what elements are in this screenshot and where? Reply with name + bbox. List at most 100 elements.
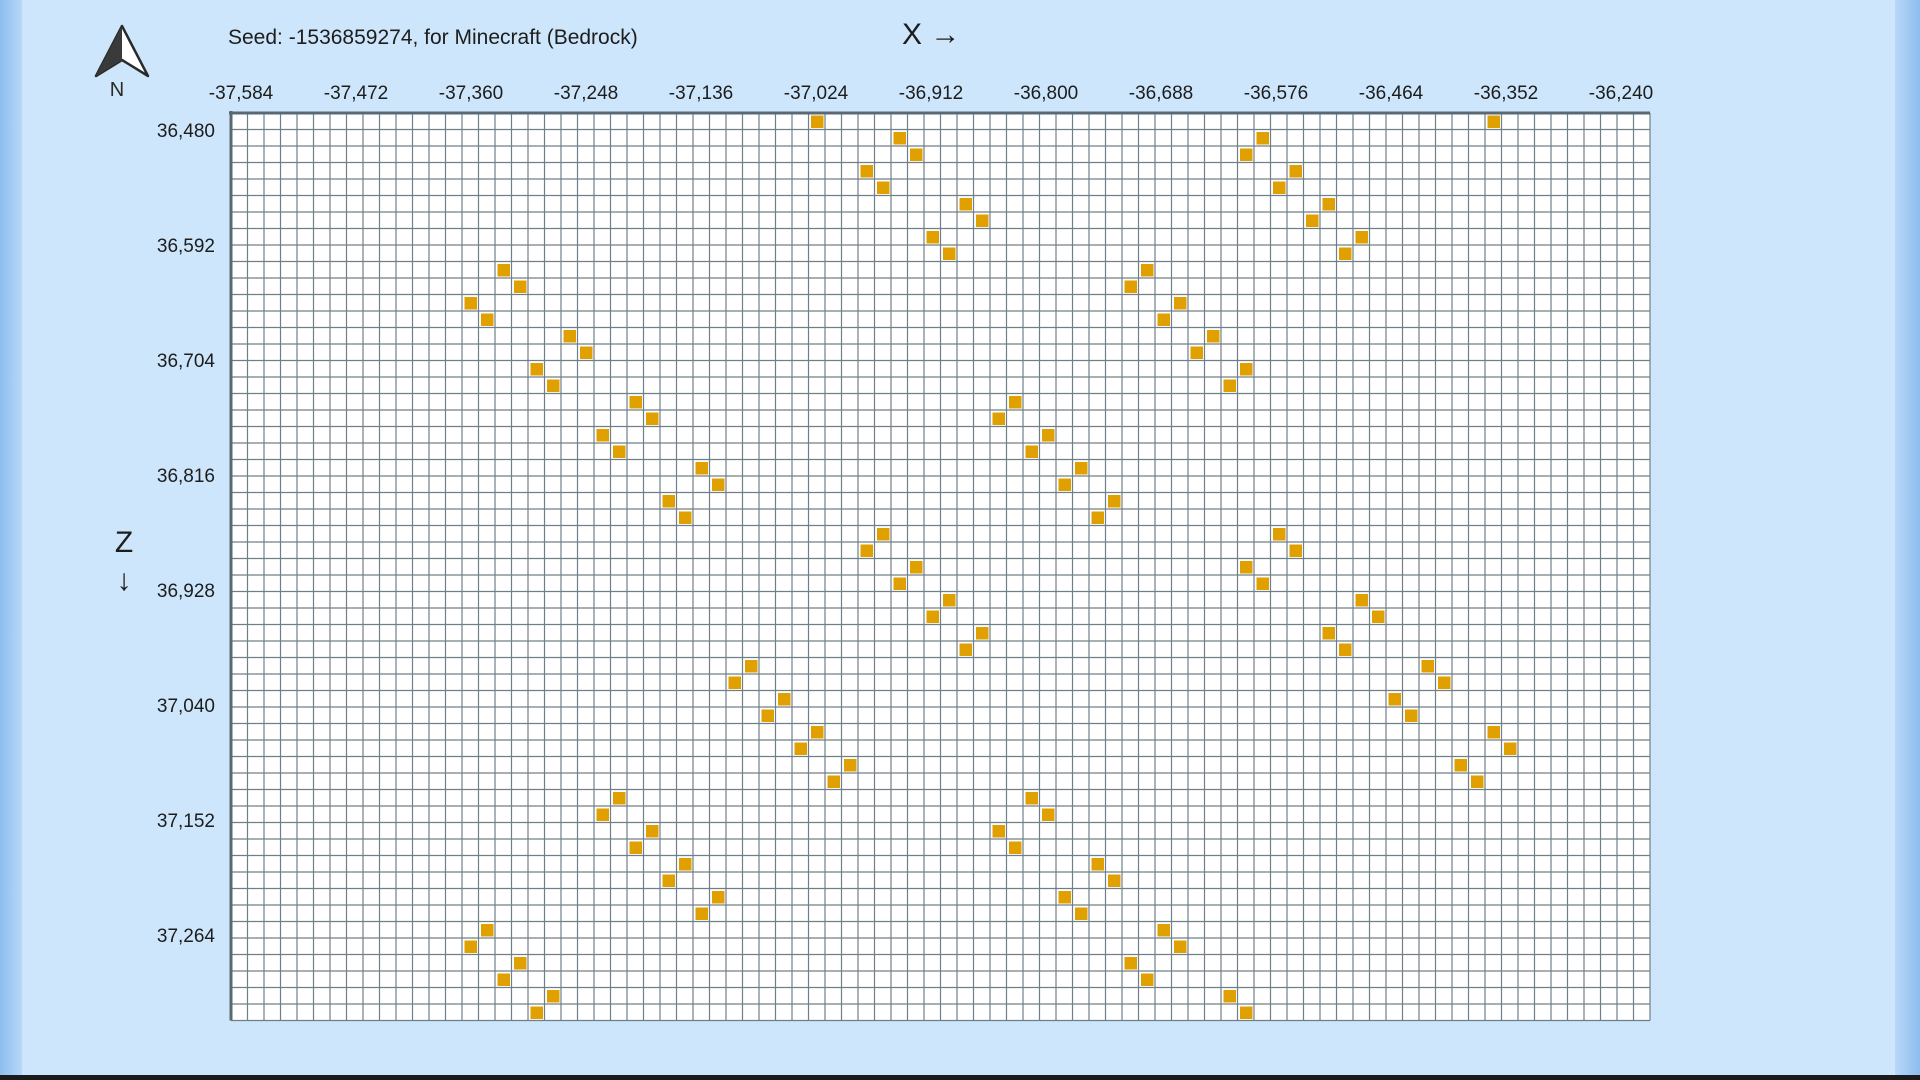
structure-marker[interactable] — [1240, 561, 1253, 574]
structure-marker[interactable] — [481, 924, 494, 937]
structure-marker[interactable] — [1322, 198, 1336, 211]
structure-marker[interactable] — [1289, 544, 1303, 558]
structure-marker[interactable] — [662, 495, 676, 508]
structure-marker[interactable] — [1075, 907, 1088, 921]
structure-marker[interactable] — [877, 528, 890, 541]
structure-marker[interactable] — [1339, 643, 1352, 657]
structure-marker[interactable] — [860, 544, 874, 558]
structure-marker[interactable] — [778, 693, 791, 706]
structure-marker[interactable] — [1091, 858, 1105, 871]
structure-marker[interactable] — [712, 478, 725, 492]
structure-marker[interactable] — [1372, 610, 1385, 624]
structure-marker[interactable] — [943, 247, 956, 261]
structure-marker[interactable] — [662, 874, 676, 888]
structure-marker[interactable] — [514, 280, 527, 294]
structure-marker[interactable] — [464, 940, 478, 954]
structure-marker[interactable] — [1207, 330, 1220, 343]
structure-marker[interactable] — [580, 346, 593, 360]
structure-marker[interactable] — [1256, 577, 1270, 591]
structure-marker[interactable] — [926, 231, 940, 244]
structure-marker[interactable] — [1190, 346, 1204, 360]
structure-marker[interactable] — [811, 726, 824, 739]
structure-marker[interactable] — [1421, 660, 1435, 673]
structure-marker[interactable] — [1273, 181, 1286, 195]
structure-marker[interactable] — [547, 379, 560, 393]
structure-marker[interactable] — [1339, 247, 1352, 261]
structure-marker[interactable] — [530, 363, 544, 376]
structure-marker[interactable] — [827, 775, 841, 789]
structure-marker[interactable] — [844, 759, 857, 772]
structure-marker[interactable] — [1091, 511, 1105, 525]
structure-marker[interactable] — [646, 825, 659, 838]
structure-marker[interactable] — [695, 462, 709, 475]
structure-marker[interactable] — [1487, 726, 1501, 739]
structure-marker[interactable] — [629, 841, 643, 855]
structure-marker[interactable] — [1124, 280, 1138, 294]
structure-marker[interactable] — [1223, 379, 1237, 393]
structure-marker[interactable] — [1075, 462, 1088, 475]
structure-marker[interactable] — [464, 297, 478, 310]
structure-marker[interactable] — [1058, 478, 1072, 492]
structure-marker[interactable] — [926, 610, 940, 624]
structure-marker[interactable] — [1009, 396, 1022, 409]
structure-marker[interactable] — [1157, 313, 1171, 327]
structure-marker[interactable] — [547, 990, 560, 1003]
structure-marker[interactable] — [497, 973, 511, 987]
structure-marker[interactable] — [1058, 891, 1072, 904]
structure-marker[interactable] — [1471, 775, 1484, 789]
structure-markers[interactable] — [464, 115, 1517, 1020]
structure-marker[interactable] — [1487, 115, 1501, 129]
structure-marker[interactable] — [1174, 940, 1187, 954]
structure-marker[interactable] — [1174, 297, 1187, 310]
structure-marker[interactable] — [1108, 495, 1121, 508]
structure-marker[interactable] — [1042, 429, 1055, 442]
structure-marker[interactable] — [1504, 742, 1517, 756]
structure-marker[interactable] — [1454, 759, 1468, 772]
structure-marker[interactable] — [1355, 231, 1369, 244]
structure-marker[interactable] — [563, 330, 577, 343]
structure-marker[interactable] — [1405, 709, 1418, 723]
structure-marker[interactable] — [1157, 924, 1171, 937]
structure-marker[interactable] — [1355, 594, 1369, 607]
structure-marker[interactable] — [679, 511, 692, 525]
structure-marker[interactable] — [1240, 1006, 1253, 1020]
structure-marker[interactable] — [629, 396, 643, 409]
structure-marker[interactable] — [1322, 627, 1336, 640]
structure-marker[interactable] — [992, 412, 1006, 426]
structure-marker[interactable] — [712, 891, 725, 904]
structure-marker[interactable] — [1141, 973, 1154, 987]
structure-marker[interactable] — [1009, 841, 1022, 855]
structure-marker[interactable] — [860, 165, 874, 178]
structure-marker[interactable] — [877, 181, 890, 195]
structure-marker[interactable] — [910, 148, 923, 162]
structure-marker[interactable] — [1124, 957, 1138, 970]
structure-marker[interactable] — [596, 429, 610, 442]
structure-marker[interactable] — [1256, 132, 1270, 145]
structure-marker[interactable] — [1273, 528, 1286, 541]
structure-marker[interactable] — [728, 676, 742, 690]
structure-marker[interactable] — [745, 660, 758, 673]
structure-marker[interactable] — [596, 808, 610, 822]
structure-marker[interactable] — [976, 627, 989, 640]
structure-marker[interactable] — [1240, 148, 1253, 162]
structure-marker[interactable] — [943, 594, 956, 607]
structure-marker[interactable] — [481, 313, 494, 327]
structure-marker[interactable] — [1240, 363, 1253, 376]
structure-marker[interactable] — [910, 561, 923, 574]
structure-marker[interactable] — [695, 907, 709, 921]
structure-marker[interactable] — [761, 709, 775, 723]
structure-marker[interactable] — [1289, 165, 1303, 178]
structure-marker[interactable] — [613, 445, 626, 459]
structure-marker[interactable] — [1388, 693, 1402, 706]
structure-marker[interactable] — [679, 858, 692, 871]
structure-marker[interactable] — [530, 1006, 544, 1020]
structure-marker[interactable] — [1025, 445, 1039, 459]
structure-marker[interactable] — [893, 577, 907, 591]
structure-marker[interactable] — [1108, 874, 1121, 888]
structure-marker[interactable] — [1042, 808, 1055, 822]
structure-marker[interactable] — [1141, 264, 1154, 277]
structure-marker[interactable] — [992, 825, 1006, 838]
structure-marker[interactable] — [959, 198, 973, 211]
structure-marker[interactable] — [1025, 792, 1039, 805]
